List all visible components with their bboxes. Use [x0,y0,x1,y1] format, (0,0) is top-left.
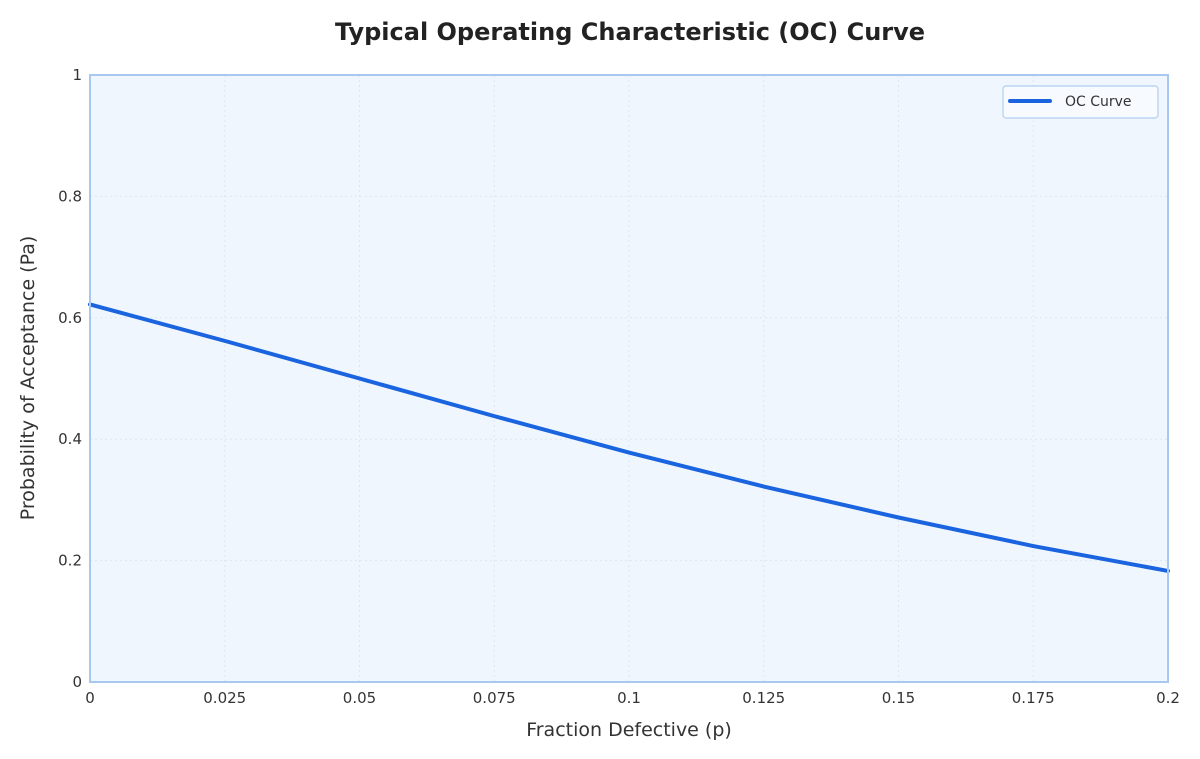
series-line-oc-curve [88,302,1170,573]
legend: OC Curve [1002,85,1159,119]
x-tick-label: 0.2 [1156,689,1180,707]
y-axis-label: Probability of Acceptance (Pa) [17,236,39,521]
legend-box [1002,85,1159,119]
x-tick-label: 0.05 [343,689,376,707]
y-tick-label: 1 [72,66,82,84]
x-tick-label: 0.15 [882,689,915,707]
x-tick-label: 0 [85,689,95,707]
y-tick-label: 0.4 [58,430,82,448]
y-tick-label: 0.6 [58,309,82,327]
series-layer [88,302,1170,573]
plot-border [89,74,1169,683]
x-tick-label: 0.175 [1012,689,1055,707]
x-tick-label: 0.075 [473,689,516,707]
x-tick-label: 0.1 [617,689,641,707]
y-tick-label: 0 [72,673,82,691]
y-tick-label: 0.2 [58,552,82,570]
y-tick-label: 0.8 [58,187,82,205]
x-tick-label: 0.125 [742,689,785,707]
tick-layer: 0 0.025 0.05 0.075 0.1 0.125 0.15 0.175 0.2 0 0.2 0… [58,66,1180,707]
legend-label: OC Curve [1065,94,1132,110]
x-axis-label: Fraction Defective (p) [526,719,732,741]
chart-title: Typical Operating Characteristic (OC) Cu… [335,18,925,46]
x-tick-label: 0.025 [203,689,246,707]
